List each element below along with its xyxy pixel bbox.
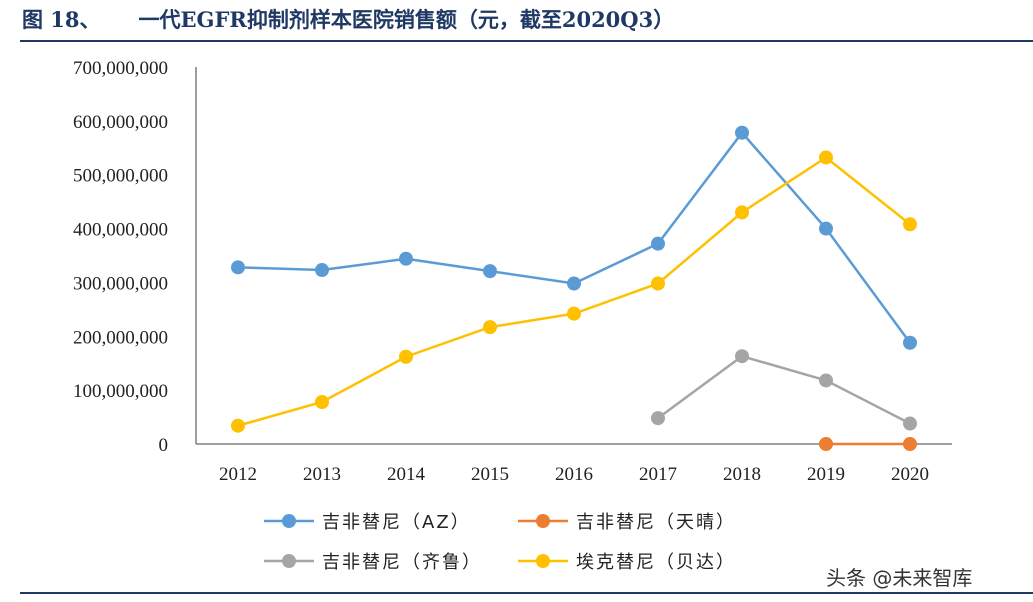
series-3 — [231, 150, 917, 433]
watermark-text: 头条 @未来智库 — [826, 566, 973, 590]
data-point — [399, 251, 413, 266]
y-tick-label: 700,000,000 — [73, 58, 168, 79]
figure-title: 图 18、 一代EGFR抑制剂样本医院销售额（元，截至2020Q3） — [22, 4, 674, 34]
legend-marker — [536, 514, 550, 528]
series-line — [237, 155, 911, 427]
data-point — [903, 416, 917, 431]
data-point — [819, 221, 833, 236]
y-tick-label: 500,000,000 — [73, 166, 168, 187]
legend-marker — [536, 554, 550, 568]
series-1 — [819, 437, 917, 451]
x-tick-label: 2019 — [807, 464, 845, 485]
data-point — [735, 349, 749, 364]
legend-marker — [282, 554, 296, 568]
x-tick-label: 2012 — [219, 464, 257, 485]
x-tick-label: 2014 — [387, 464, 426, 485]
data-point — [483, 264, 497, 279]
x-tick-label: 2018 — [723, 464, 761, 485]
y-tick-label: 600,000,000 — [73, 112, 168, 133]
data-point — [903, 217, 917, 232]
data-point — [903, 437, 917, 451]
x-tick-label: 2020 — [891, 464, 929, 485]
y-tick-label: 100,000,000 — [73, 381, 168, 402]
data-point — [651, 411, 665, 426]
bottom-rule — [20, 592, 1033, 594]
y-tick-label: 0 — [159, 435, 169, 456]
data-point — [231, 260, 245, 275]
data-point — [567, 306, 581, 321]
data-point — [651, 236, 665, 251]
chart-legend: 吉非替尼（AZ） 吉非替尼（天晴） 吉非替尼（齐鲁） 埃克替尼（贝达） — [264, 512, 736, 573]
series-2 — [651, 349, 917, 431]
data-point — [903, 335, 917, 350]
y-tick-label: 300,000,000 — [73, 273, 168, 294]
figure-number: 图 18、 — [22, 7, 101, 32]
legend-label: 吉非替尼（AZ） — [322, 512, 471, 533]
chart-series — [231, 125, 917, 451]
series-line — [657, 354, 911, 425]
legend-item-0: 吉非替尼（AZ） — [264, 512, 471, 533]
legend-label: 埃克替尼（贝达） — [576, 552, 736, 573]
data-point — [819, 373, 833, 388]
legend-item-1: 吉非替尼（天晴） — [518, 512, 736, 533]
series-0 — [231, 125, 917, 350]
legend-marker — [282, 514, 296, 528]
data-point — [735, 205, 749, 220]
chart-axes: 0 100,000,000 200,000,000 300,000,000 400,00… — [73, 58, 952, 485]
x-tick-label: 2017 — [639, 464, 677, 485]
data-point — [315, 394, 329, 409]
legend-label: 吉非替尼（齐鲁） — [322, 552, 482, 573]
legend-item-2: 吉非替尼（齐鲁） — [264, 552, 482, 573]
data-point — [231, 418, 245, 433]
x-tick-label: 2013 — [303, 464, 341, 485]
figure-title-text: 一代EGFR抑制剂样本医院销售额（元，截至2020Q3） — [138, 7, 675, 32]
top-rule — [20, 40, 1033, 42]
data-point — [315, 263, 329, 278]
y-tick-label: 400,000,000 — [73, 220, 168, 241]
legend-label: 吉非替尼（天晴） — [576, 512, 736, 533]
data-point — [567, 276, 581, 291]
x-tick-label: 2016 — [555, 464, 593, 485]
legend-item-3: 埃克替尼（贝达） — [518, 552, 736, 573]
data-point — [399, 349, 413, 364]
data-point — [651, 276, 665, 291]
data-point — [483, 320, 497, 335]
data-point — [735, 125, 749, 140]
data-point — [819, 150, 833, 165]
data-point — [819, 437, 833, 451]
x-tick-label: 2015 — [471, 464, 509, 485]
y-tick-label: 200,000,000 — [73, 327, 168, 348]
